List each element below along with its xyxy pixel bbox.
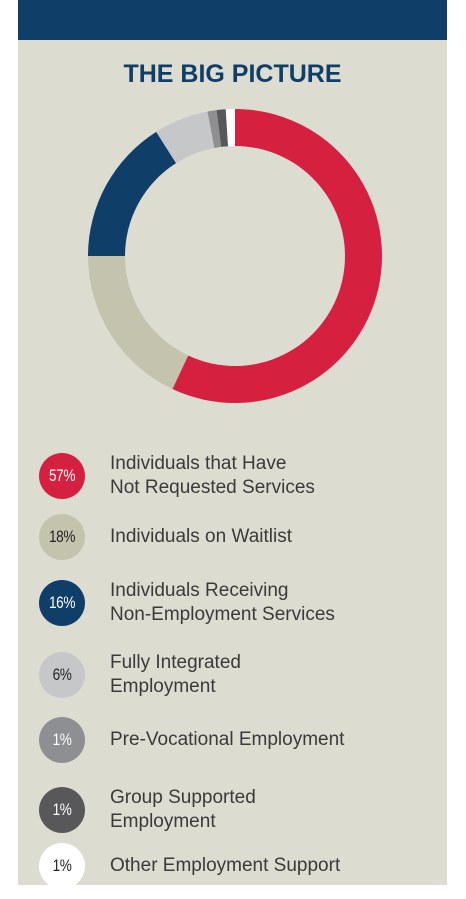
- legend-marker: [39, 787, 85, 833]
- value-label: 18%: [48, 527, 76, 546]
- chart-title: THE BIG PICTURE: [123, 60, 342, 88]
- donut-segment: [225, 109, 235, 147]
- legend-label: Pre-Vocational Employment: [110, 729, 345, 750]
- legend-marker: [39, 717, 85, 763]
- legend-marker: [39, 580, 85, 626]
- value-label: 1%: [52, 730, 72, 749]
- donut-segment: [88, 256, 189, 390]
- legend-label: Other Employment Support: [110, 855, 341, 876]
- value-label: 1%: [52, 856, 72, 875]
- legend-marker: [39, 453, 85, 499]
- legend-label: Fully Integrated Employment: [110, 652, 241, 697]
- value-label: 6%: [52, 665, 72, 684]
- donut-segment: [88, 131, 177, 256]
- header-bar: [18, 0, 447, 40]
- value-label: 57%: [48, 466, 76, 485]
- legend-label: Group Supported Employment: [110, 787, 256, 832]
- legend-marker: [39, 652, 85, 698]
- value-label: 1%: [52, 800, 72, 819]
- donut-segment: [156, 111, 215, 164]
- donut-segment: [216, 109, 229, 147]
- panel: [18, 0, 447, 885]
- legend-label: Individuals on Waitlist: [110, 526, 292, 547]
- legend-marker: [39, 514, 85, 560]
- legend-label: Individuals that Have Not Requested Serv…: [110, 453, 315, 498]
- donut-segment: [172, 109, 382, 403]
- value-label: 16%: [48, 593, 76, 612]
- legend-label: Individuals Receiving Non-Employment Ser…: [110, 580, 335, 625]
- legend-marker: [39, 843, 85, 889]
- donut-segment: [207, 110, 222, 148]
